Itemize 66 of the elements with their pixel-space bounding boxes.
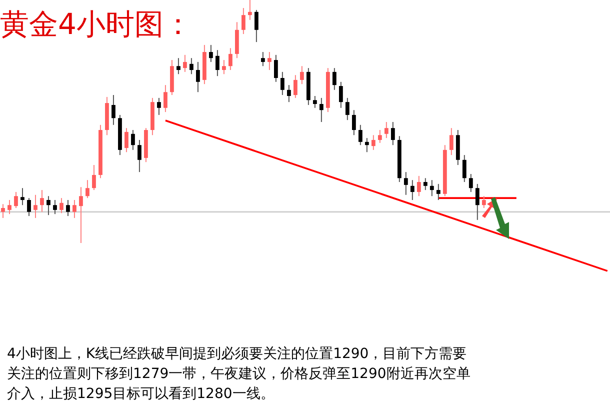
candlestick	[157, 97, 161, 116]
candlestick	[274, 54, 278, 82]
candlestick	[27, 198, 31, 217]
candlestick	[209, 44, 213, 62]
candlestick	[72, 199, 76, 218]
candlestick	[449, 128, 454, 156]
candlestick	[384, 121, 388, 139]
candlestick	[482, 196, 486, 209]
candlestick	[34, 194, 38, 218]
candlestick	[222, 60, 226, 75]
candlestick	[410, 180, 414, 200]
candlestick	[475, 183, 480, 220]
candlestick	[404, 172, 408, 196]
candlestick	[20, 188, 24, 206]
candlestick	[371, 134, 376, 150]
candlestick	[92, 164, 96, 191]
candlestick	[8, 199, 12, 215]
candlestick	[79, 186, 83, 244]
chart-title: 黄金4小时图：	[0, 7, 192, 41]
candlestick	[378, 130, 382, 144]
candlestick	[312, 95, 317, 108]
text: 关注的位置则下移到1279一带，午夜建议，价格反弹至1290附近再次空单	[7, 366, 470, 382]
candlestick	[138, 139, 142, 173]
candlestick	[261, 52, 265, 67]
candlestick	[293, 74, 298, 98]
candlestick	[287, 84, 291, 103]
candlestick	[53, 199, 57, 215]
candlestick	[462, 154, 466, 183]
candlestick	[300, 66, 304, 85]
candlestick	[423, 178, 428, 191]
candlestick	[242, 8, 246, 35]
candlestick	[60, 198, 64, 214]
candlestick	[436, 183, 440, 200]
candlestick	[40, 190, 44, 212]
candlestick	[46, 196, 50, 216]
candlestick	[183, 54, 187, 72]
text: 介入，止损1295目标可以看到1280一线。	[7, 386, 274, 402]
candlestick	[345, 97, 350, 121]
candlestick	[319, 97, 324, 122]
candlestick	[86, 180, 90, 199]
candlestick	[430, 180, 434, 197]
candlestick	[1, 204, 5, 218]
candlestick	[124, 128, 128, 153]
candlestick	[358, 124, 362, 146]
candlestick	[196, 61, 200, 93]
candlestick	[112, 94, 116, 126]
candlestick	[280, 71, 284, 96]
candlestick	[190, 58, 194, 75]
candlestick	[131, 130, 135, 150]
candlestick	[216, 50, 220, 77]
text: 4小时图上，K线已经跌破早间提到必须要关注的位置1290，目前下方需要	[7, 346, 467, 362]
candlestick	[164, 84, 168, 113]
candlestick	[468, 173, 473, 192]
candlestick	[66, 199, 70, 217]
candlestick	[416, 175, 421, 197]
candlestick	[364, 138, 369, 153]
candlestick	[254, 9, 258, 43]
candlestick	[268, 52, 272, 70]
candlestick	[332, 68, 336, 90]
candlestick	[228, 48, 232, 70]
candlestick	[338, 81, 343, 108]
candlestick	[14, 191, 18, 209]
candlestick	[176, 58, 180, 75]
candlestick	[390, 121, 395, 146]
candlestick	[248, 0, 252, 20]
candlestick	[352, 110, 356, 136]
